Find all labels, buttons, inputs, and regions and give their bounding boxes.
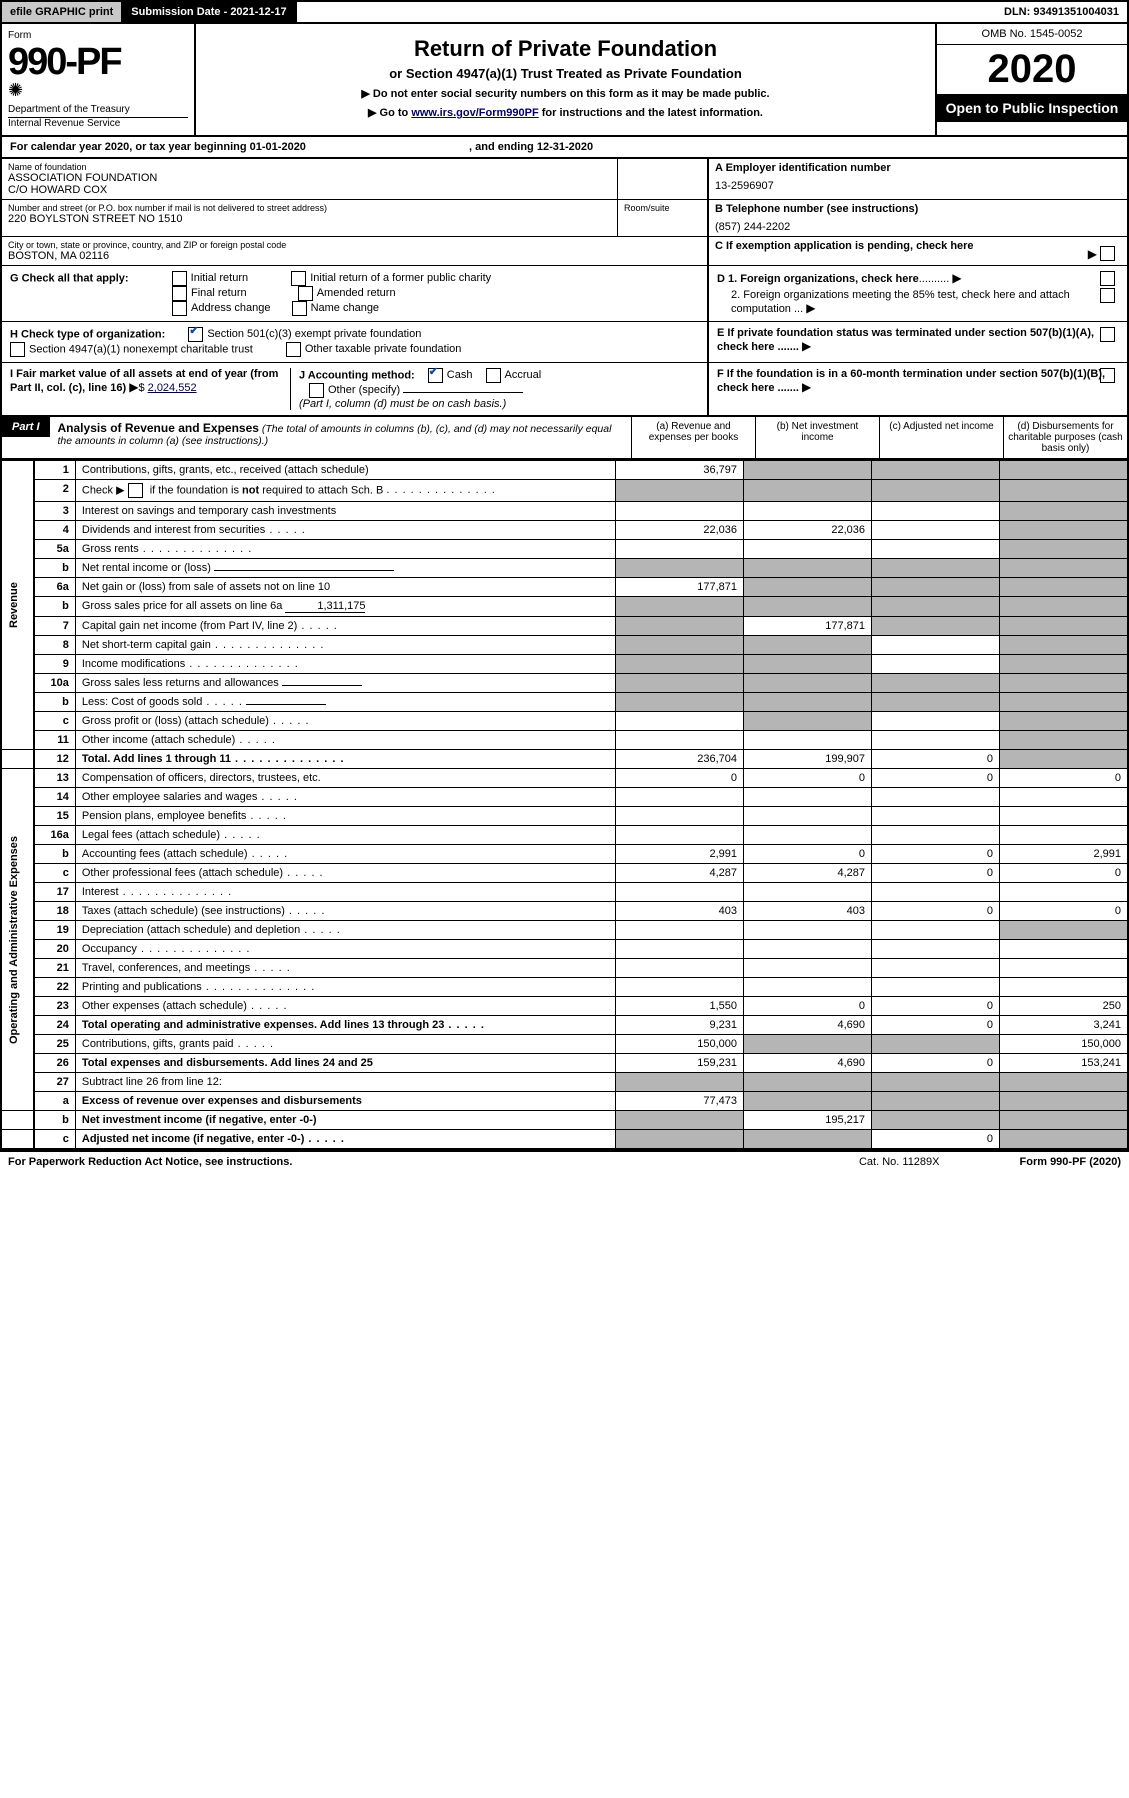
form-number: 990-PF: [8, 41, 188, 84]
ein-value: 13-2596907: [715, 180, 1121, 192]
cash-cb[interactable]: [428, 368, 443, 383]
address-change-cb[interactable]: [172, 301, 187, 316]
part1-label: Part I: [2, 417, 50, 437]
fmv-link[interactable]: 2,024,552: [148, 382, 197, 394]
tax-year: 2020: [937, 45, 1127, 94]
form-subtitle: or Section 4947(a)(1) Trust Treated as P…: [216, 66, 915, 81]
foundation-name-2: C/O HOWARD COX: [8, 184, 611, 196]
c-checkbox[interactable]: [1100, 246, 1115, 261]
j-note: (Part I, column (d) must be on cash basi…: [299, 398, 506, 410]
irs-label: Internal Revenue Service: [8, 117, 188, 129]
street-address: 220 BOYLSTON STREET NO 1510: [8, 213, 611, 225]
dept-treasury: Department of the Treasury: [8, 104, 188, 115]
j-label: J Accounting method:: [299, 369, 415, 381]
form-header: Form 990-PF ✺ Department of the Treasury…: [0, 24, 1129, 137]
form-label: Form: [8, 30, 188, 41]
footer: For Paperwork Reduction Act Notice, see …: [0, 1150, 1129, 1172]
initial-return-cb[interactable]: [172, 271, 187, 286]
other-method-cb[interactable]: [309, 383, 324, 398]
4947-cb[interactable]: [10, 342, 25, 357]
initial-former-cb[interactable]: [291, 271, 306, 286]
e-checkbox[interactable]: [1100, 327, 1115, 342]
final-return-cb[interactable]: [172, 286, 187, 301]
form-ref: Form 990-PF (2020): [1020, 1156, 1122, 1168]
omb-number: OMB No. 1545-0052: [937, 24, 1127, 45]
revenue-side-label: Revenue: [1, 461, 34, 750]
efile-print-button[interactable]: efile GRAPHIC print: [2, 2, 123, 22]
addr-label: Number and street (or P.O. box number if…: [8, 203, 611, 213]
city-label: City or town, state or province, country…: [8, 240, 701, 250]
paperwork-notice: For Paperwork Reduction Act Notice, see …: [8, 1156, 292, 1168]
other-taxable-cb[interactable]: [286, 342, 301, 357]
name-change-cb[interactable]: [292, 301, 307, 316]
f-label: F If the foundation is in a 60-month ter…: [717, 368, 1105, 394]
d2-checkbox[interactable]: [1100, 288, 1115, 303]
instruction-2: ▶ Go to www.irs.gov/Form990PF for instru…: [216, 106, 915, 119]
e-label: E If private foundation status was termi…: [717, 327, 1094, 353]
expenses-side-label: Operating and Administrative Expenses: [1, 769, 34, 1111]
open-public-badge: Open to Public Inspection: [937, 94, 1127, 122]
cat-number: Cat. No. 11289X: [859, 1156, 940, 1168]
ein-label: A Employer identification number: [715, 162, 1121, 174]
part1-table: Revenue 1Contributions, gifts, grants, e…: [0, 460, 1129, 1150]
col-d-header: (d) Disbursements for charitable purpose…: [1003, 417, 1127, 458]
checks-section: G Check all that apply: Initial return I…: [0, 266, 1129, 416]
room-label: Room/suite: [624, 203, 701, 213]
top-bar: efile GRAPHIC print Submission Date - 20…: [0, 0, 1129, 24]
city-value: BOSTON, MA 02116: [8, 250, 701, 262]
d1-checkbox[interactable]: [1100, 271, 1115, 286]
i-label: I Fair market value of all assets at end…: [10, 368, 278, 394]
c-label: C If exemption application is pending, c…: [715, 240, 974, 252]
h-label: H Check type of organization:: [10, 328, 165, 340]
schb-cb[interactable]: [128, 483, 143, 498]
form-title: Return of Private Foundation: [216, 36, 915, 62]
amended-return-cb[interactable]: [298, 286, 313, 301]
irs-logo-icon: ✺: [8, 80, 23, 101]
form990pf-link[interactable]: www.irs.gov/Form990PF: [411, 107, 538, 119]
col-b-header: (b) Net investment income: [755, 417, 879, 458]
part1-title: Analysis of Revenue and Expenses: [58, 421, 259, 435]
instruction-1: ▶ Do not enter social security numbers o…: [216, 87, 915, 100]
dln: DLN: 93491351004031: [996, 2, 1127, 22]
phone-label: B Telephone number (see instructions): [715, 203, 1121, 215]
part1-header-row: Part I Analysis of Revenue and Expenses …: [0, 416, 1129, 460]
d1-label: D 1. Foreign organizations, check here: [717, 273, 919, 285]
col-c-header: (c) Adjusted net income: [879, 417, 1003, 458]
d2-label: 2. Foreign organizations meeting the 85%…: [731, 289, 1119, 315]
col-a-header: (a) Revenue and expenses per books: [631, 417, 755, 458]
entity-info: Name of foundation ASSOCIATION FOUNDATIO…: [0, 159, 1129, 266]
calendar-year-row: For calendar year 2020, or tax year begi…: [0, 137, 1129, 159]
501c3-cb[interactable]: [188, 327, 203, 342]
submission-date: Submission Date - 2021-12-17: [123, 2, 296, 22]
f-checkbox[interactable]: [1100, 368, 1115, 383]
g-label: G Check all that apply:: [10, 272, 129, 284]
arrow-icon: ▶: [1088, 247, 1097, 261]
name-label: Name of foundation: [8, 162, 611, 172]
accrual-cb[interactable]: [486, 368, 501, 383]
phone-value: (857) 244-2202: [715, 221, 1121, 233]
foundation-name-1: ASSOCIATION FOUNDATION: [8, 172, 611, 184]
